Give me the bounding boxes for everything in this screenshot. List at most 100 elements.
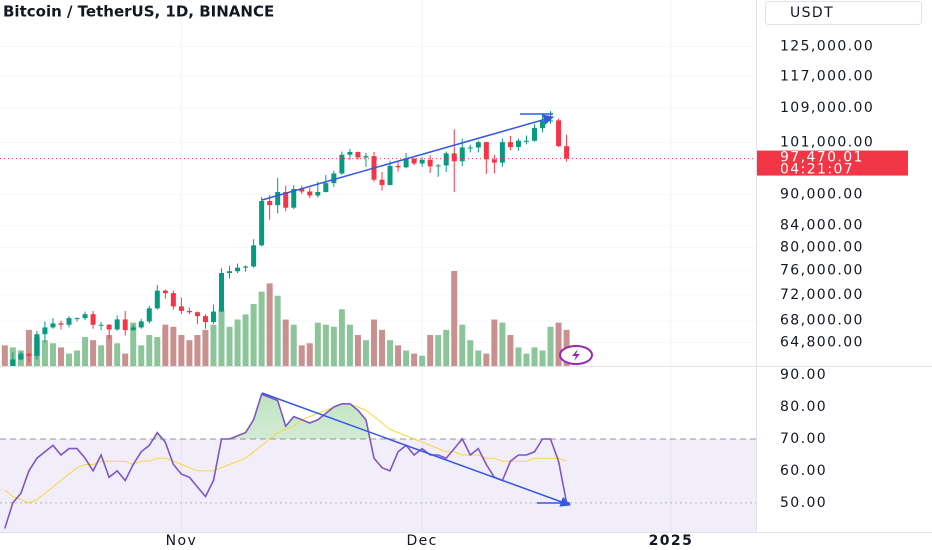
volume-bar [314,322,321,366]
candle-body [355,152,361,158]
candle-body [419,159,425,164]
candle-body [475,142,481,148]
candle-body [491,159,497,163]
volume-bar [539,350,546,366]
rsi-tick-label: 90.00 [780,367,827,383]
candle-body [170,293,176,307]
candle-body [347,152,353,155]
volume-bar [41,340,48,366]
volume-bar [146,335,153,366]
x-tick-label: 2025 [649,533,694,549]
y-tick-label: 125,000.00 [780,39,874,55]
rsi-overbought-fill [153,394,370,439]
rsi-background [0,438,756,532]
x-tick-label: Dec [406,533,437,549]
volume-bar [515,347,522,366]
rsi-tick-label: 50.00 [780,495,827,511]
volume-bar [419,355,426,366]
candle-body [154,290,160,309]
trend-line[interactable] [261,114,555,201]
volume-bar [178,335,185,366]
volume-bar [202,329,209,366]
volume-bar [266,283,273,366]
last-price-box [757,150,908,176]
candle-body [315,191,321,196]
volume-bar [547,326,554,366]
alert-icon[interactable] [559,345,593,365]
rsi-tick-label: 60.00 [780,463,827,479]
candle-body [106,324,112,330]
candle-body [556,120,562,147]
rsi-line [4,393,568,529]
candle-body [323,183,329,192]
rsi-tick-label: 70.00 [780,431,827,447]
chart-title: Bitcoin / TetherUS, 1D, BINANCE [3,3,274,21]
candle-body [235,267,241,272]
candle-body [515,140,521,148]
volume-bar [154,337,161,366]
candle-body [531,128,537,141]
candle-body [540,120,546,129]
volume-bar [443,329,450,366]
volume-bar [186,340,193,366]
volume-bar [322,324,329,366]
candle-body [130,327,136,331]
volume-bar [395,345,402,366]
candle-body [138,321,144,328]
candle-body [178,306,184,311]
volume-bar [290,324,297,366]
candle-body [66,318,72,325]
candle-body [82,314,88,319]
volume-bar [491,319,498,366]
candle-body [331,173,337,184]
candle-body [267,201,273,206]
currency-box[interactable] [765,1,922,25]
grid-layer [180,0,672,532]
volume-bar [411,353,418,366]
candle-body [26,353,32,356]
volume-bar [362,340,369,366]
volume-bar [475,350,482,366]
volume-bar [57,347,64,366]
volume-bar [306,343,313,366]
volume-bar [370,319,377,366]
candle-body [2,373,7,375]
candle-body [499,142,505,163]
volume-bar [1,345,8,366]
rsi-trend-line[interactable] [261,392,571,507]
candle-body [523,140,529,142]
candle-body [435,165,441,167]
y-tick-label: 64,800.00 [780,334,864,350]
volume-bar [459,324,466,366]
volume-bar [106,335,113,366]
volume-bar [194,335,201,366]
volume-bar [234,319,241,366]
last-price-label: 97,470.01 [780,150,864,166]
candle-body [564,146,570,159]
countdown-label: 04:21:07 [780,162,854,178]
candle-body [299,189,305,192]
volume-bar [170,326,177,366]
candle-body [227,271,233,274]
candle-body [411,158,417,164]
volume-bar [138,345,145,366]
candle-body [275,191,281,206]
volume-bar [114,343,121,366]
candle-body [451,153,457,162]
y-tick-label: 109,000.00 [780,100,874,116]
volume-bar [162,324,169,366]
candle-body [507,142,513,148]
candle-body [483,142,489,160]
volume-bar [298,345,305,366]
candle-body [50,323,56,328]
volume-bar [90,340,97,366]
rsi-tick-label: 80.00 [780,399,827,415]
volume-bar [555,322,562,366]
volume-bar [354,335,361,366]
y-tick-label: 72,000.00 [780,287,864,303]
volume-bar [387,340,394,366]
volume-bar [122,353,129,366]
y-tick-label: 84,000.00 [780,218,864,234]
candle-body [387,165,393,186]
